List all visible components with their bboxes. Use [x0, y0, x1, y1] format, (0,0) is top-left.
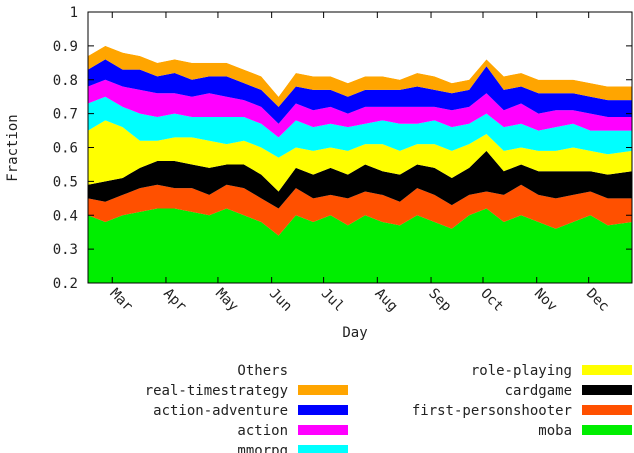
x-tick-label: Aug [372, 286, 401, 315]
y-axis-label: Fraction [5, 114, 21, 181]
x-tick-label: Jul [318, 286, 347, 315]
legend-swatch [298, 445, 348, 453]
area [88, 150, 632, 209]
area [88, 59, 632, 124]
y-tick-label: 1 [70, 5, 78, 21]
legend-label: moba [538, 423, 572, 439]
area [88, 79, 632, 138]
legend-swatch [298, 385, 348, 395]
legend-label: first-personshooter [412, 403, 572, 419]
x-tick-label: Mar [106, 286, 135, 315]
area [88, 184, 632, 236]
x-tick-label: Oct [477, 286, 506, 315]
x-tick-label: May [212, 286, 241, 315]
legend-swatch [582, 405, 632, 415]
legend-label: real-timestrategy [145, 383, 288, 399]
x-axis-label: Day [342, 325, 367, 341]
y-tick-label: 0.9 [53, 39, 78, 55]
x-tick-label: Dec [583, 286, 612, 315]
area [88, 96, 632, 158]
x-tick-label: Sep [425, 286, 454, 315]
legend-label: action [237, 423, 288, 439]
legend-label: role-playing [471, 363, 572, 379]
plot-area [88, 12, 632, 283]
y-tick-label: 0.2 [53, 276, 78, 292]
y-tick-label: 0.6 [53, 141, 78, 157]
legend-swatch [582, 385, 632, 395]
y-tick-label: 0.7 [53, 107, 78, 123]
y-tick-label: 0.4 [53, 208, 78, 224]
legend-label: Others [237, 363, 288, 379]
legend-swatch [298, 365, 348, 375]
legend-label: cardgame [505, 383, 572, 399]
legend-swatch [582, 425, 632, 435]
area [88, 12, 632, 97]
x-tick-label: Nov [531, 286, 560, 315]
x-tick-label: Apr [160, 286, 189, 315]
y-tick-label: 0.3 [53, 242, 78, 258]
legend-label: action-adventure [153, 403, 288, 419]
area [88, 120, 632, 192]
y-tick-label: 0.5 [53, 174, 78, 190]
legend-swatch [582, 365, 632, 375]
area [88, 45, 632, 107]
legend-swatch [298, 405, 348, 415]
y-tick-label: 0.8 [53, 73, 78, 89]
area [88, 208, 632, 283]
legend-swatch [298, 425, 348, 435]
legend-label: mmorpg [237, 443, 288, 453]
x-tick-label: Jun [266, 286, 295, 315]
